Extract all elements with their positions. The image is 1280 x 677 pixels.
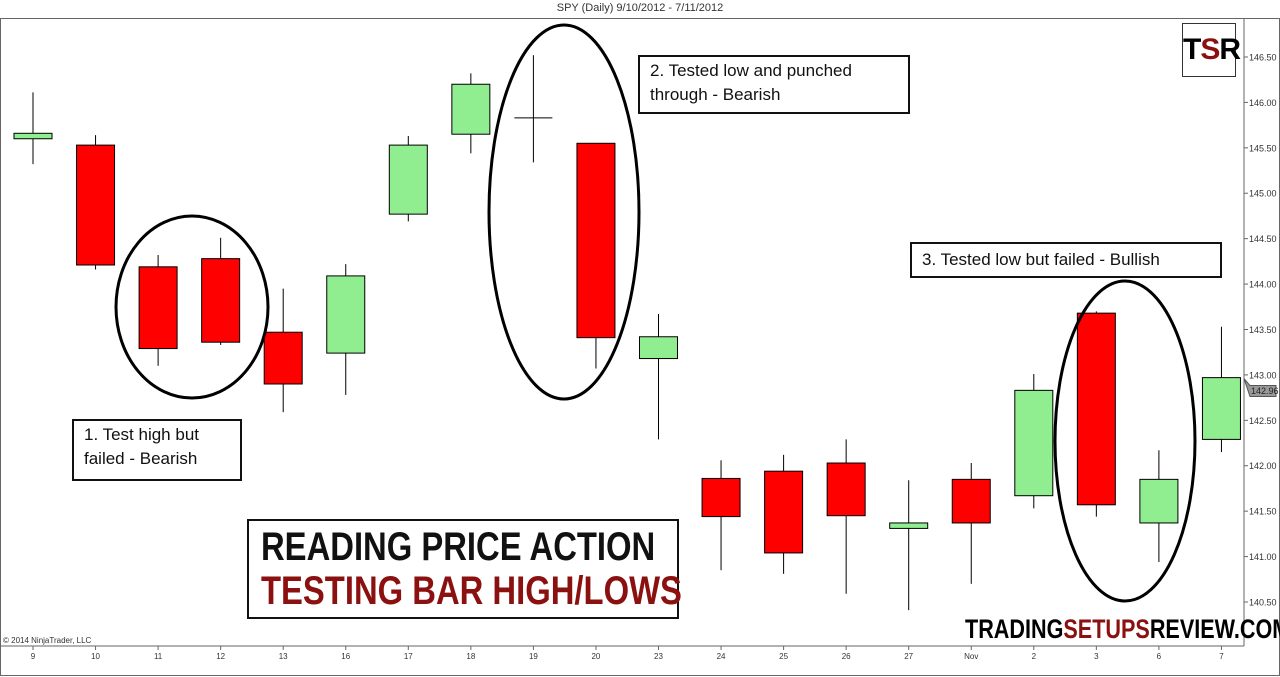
logo-r: R: [1219, 33, 1241, 66]
y-tick-label: 146.50: [1249, 53, 1277, 63]
promo-line1: READING PRICE ACTION: [261, 525, 656, 569]
y-tick-label: 145.50: [1249, 143, 1277, 153]
candle-body: [326, 275, 366, 354]
candle-body: [1201, 377, 1241, 440]
candle-body: [76, 144, 116, 266]
candle-body: [201, 258, 241, 343]
x-tick-label: 16: [341, 652, 350, 661]
highlight-ellipse-2: [487, 23, 641, 401]
x-tick-label: Nov: [964, 652, 978, 661]
candle: [1076, 311, 1116, 517]
site-watermark: TRADINGSETUPSREVIEW.COM: [965, 614, 1280, 645]
logo-t: T: [1183, 33, 1201, 66]
candle-body: [388, 144, 428, 215]
annotation-1-line1: 1. Test high but: [84, 425, 199, 444]
y-tick-label: 146.00: [1249, 98, 1277, 108]
candle-body: [764, 470, 804, 554]
candle: [639, 314, 678, 440]
candle-body: [1139, 478, 1179, 524]
candle: [326, 264, 366, 395]
y-tick-label: 141.00: [1249, 552, 1277, 562]
annotation-1-line2: failed - Bearish: [84, 449, 198, 468]
chart-title: SPY (Daily) 9/10/2012 - 7/11/2012: [556, 2, 724, 14]
candle-body: [1076, 312, 1116, 506]
candle: [138, 255, 178, 366]
x-tick-label: 3: [1094, 652, 1099, 661]
y-tick-label: 143.50: [1249, 325, 1277, 335]
tsr-logo: TSR: [1182, 23, 1241, 77]
highlight-ellipse-3: [1053, 279, 1197, 603]
x-tick-label: 27: [904, 652, 913, 661]
promo-line2: TESTING BAR HIGH/LOWS: [261, 569, 682, 613]
copyright: © 2014 NinjaTrader, LLC: [3, 636, 92, 645]
candle: [1201, 326, 1241, 453]
candle-body: [1014, 389, 1054, 497]
candle: [201, 237, 241, 345]
x-tick-label: 6: [1157, 652, 1162, 661]
candle: [764, 454, 804, 574]
candle: [76, 135, 116, 270]
candle: [889, 480, 929, 611]
candle: [951, 463, 991, 584]
candle-body: [576, 142, 616, 339]
x-tick-label: 9: [31, 652, 36, 661]
site-part3: REVIEW.COM: [1149, 614, 1280, 644]
candle: [13, 92, 53, 165]
x-tick-label: 12: [216, 652, 225, 661]
candle: [826, 439, 866, 594]
x-tick-label: 24: [717, 652, 726, 661]
y-tick-label: 142.00: [1249, 461, 1277, 471]
site-part2: SETUPS: [1063, 614, 1150, 644]
candle: [1014, 373, 1054, 509]
promo-box: READING PRICE ACTION TESTING BAR HIGH/LO…: [247, 519, 682, 619]
candle: [514, 55, 553, 163]
x-tick-label: 7: [1219, 652, 1224, 661]
annotation-3: 3. Tested low but failed - Bullish: [910, 242, 1222, 278]
candle-body: [701, 477, 741, 518]
x-tick-label: 23: [654, 652, 663, 661]
highlight-ellipse-1: [114, 214, 270, 400]
candle: [263, 288, 303, 413]
y-tick-label: 143.00: [1249, 370, 1277, 380]
site-part1: TRADING: [965, 614, 1064, 644]
annotation-2: 2. Tested low and punched through - Bear…: [638, 55, 910, 114]
x-tick-label: 13: [279, 652, 288, 661]
candle: [576, 142, 616, 369]
candle: [701, 460, 741, 571]
candle-body: [639, 336, 678, 360]
candle: [388, 136, 428, 222]
y-tick-label: 144.00: [1249, 280, 1277, 290]
candle-body: [826, 462, 866, 517]
candle-body: [889, 522, 929, 529]
annotation-2-line1: 2. Tested low and punched: [650, 61, 852, 80]
y-tick-label: 142.50: [1249, 416, 1277, 426]
y-tick-label: 144.50: [1249, 234, 1277, 244]
x-tick-label: 26: [842, 652, 851, 661]
last-price-marker: [1243, 378, 1277, 398]
y-tick-label: 145.00: [1249, 189, 1277, 199]
candle-body: [138, 266, 178, 350]
candle-body: [451, 83, 491, 135]
x-tick-label: 11: [154, 652, 163, 661]
x-tick-label: 20: [591, 652, 600, 661]
candle-body: [951, 478, 991, 524]
x-tick-label: 17: [404, 652, 413, 661]
annotation-2-line2: through - Bearish: [650, 85, 781, 104]
candle-body: [263, 331, 303, 385]
annotation-1: 1. Test high but failed - Bearish: [72, 419, 242, 481]
candle: [451, 73, 491, 154]
x-tick-label: 10: [91, 652, 100, 661]
last-price-label: 142.96: [1251, 386, 1279, 396]
x-tick-label: 18: [466, 652, 475, 661]
candle-body: [13, 132, 53, 140]
y-tick-label: 140.50: [1249, 597, 1277, 607]
x-tick-label: 19: [529, 652, 538, 661]
y-tick-label: 141.50: [1249, 507, 1277, 517]
x-tick-label: 2: [1032, 652, 1037, 661]
logo-s: S: [1200, 33, 1220, 66]
annotation-3-line1: 3. Tested low but failed - Bullish: [922, 250, 1160, 269]
candle: [1139, 450, 1179, 563]
x-tick-label: 25: [779, 652, 788, 661]
